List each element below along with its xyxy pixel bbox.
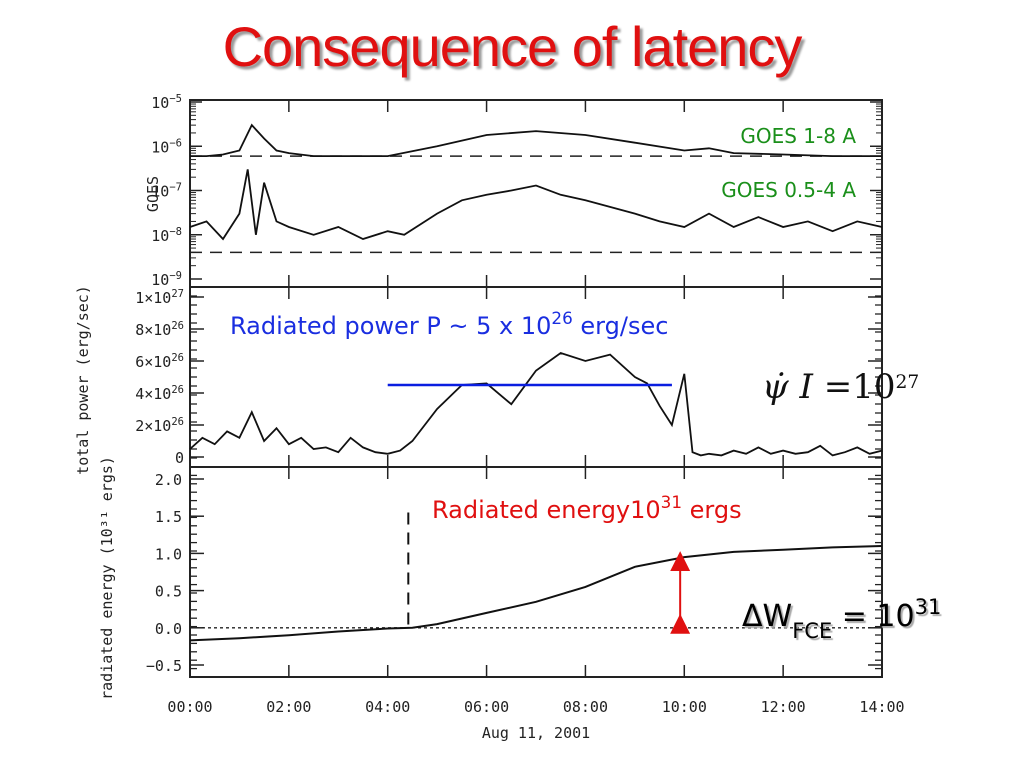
y-tick-label: 10−6: [151, 137, 182, 156]
y-tick-label: 1.0: [155, 545, 182, 563]
y-tick-label: 0.0: [155, 620, 182, 638]
x-tick-label: 06:00: [464, 698, 509, 716]
goes-ylabel: GOES: [144, 176, 162, 212]
x-tick-label: 04:00: [365, 698, 410, 716]
chart-labels: 10−5 10−6 10−7 10−8 10−9 GOES GOES 1-8 A GOES 0…: [74, 93, 941, 742]
y-tick-label: 10−7: [151, 182, 182, 201]
x-tick-label: 12:00: [761, 698, 806, 716]
y-tick-label: 1.5: [155, 508, 182, 526]
energy-ylabel: radiated energy (10³¹ ergs): [98, 456, 116, 700]
power-annotation: Radiated power P ~ 5 x 1026 erg/sec: [230, 308, 668, 340]
y-tick-label: 1×1027: [135, 288, 184, 307]
x-tick-label: 02:00: [266, 698, 311, 716]
goes-series-1: [189, 169, 883, 241]
x-tick-label: 10:00: [662, 698, 707, 716]
y-tick-label: 8×1026: [135, 320, 184, 339]
y-tick-label: 0.5: [155, 583, 182, 601]
energy-annotation: Radiated energy1031 ergs: [432, 492, 742, 524]
y-tick-label: 4×1026: [135, 384, 184, 403]
goes-series-0: [190, 123, 882, 158]
formula: ψ̇ I =1027: [762, 367, 919, 407]
y-tick-label: 10−9: [151, 270, 182, 289]
panels: [189, 99, 883, 678]
power-series: [189, 352, 883, 457]
y-tick-label: 10−5: [151, 93, 182, 112]
energy-series: [189, 545, 883, 642]
x-axis-label: Aug 11, 2001: [482, 724, 590, 742]
delta-w-formula: ΔWFCE = 1031: [742, 595, 941, 643]
y-tick-label: 10−8: [151, 226, 182, 245]
panel-frame-2: [189, 466, 883, 678]
y-tick-label: 2×1026: [135, 416, 184, 435]
x-tick-label: 00:00: [167, 698, 212, 716]
x-tick-label: 14:00: [859, 698, 904, 716]
y-tick-label: 2.0: [155, 471, 182, 489]
x-tick-label: 08:00: [563, 698, 608, 716]
goes-legend-1: GOES 1-8 A: [740, 124, 856, 148]
y-tick-label: 6×1026: [135, 352, 184, 371]
chart-marks: [189, 123, 883, 642]
power-ylabel: total power (erg/sec): [74, 285, 92, 475]
goes-legend-2: GOES 0.5-4 A: [721, 178, 856, 202]
y-tick-label: −0.5: [146, 657, 182, 675]
y-tick-label: 0: [175, 449, 184, 467]
slide-title: Consequence of latency: [222, 15, 803, 78]
